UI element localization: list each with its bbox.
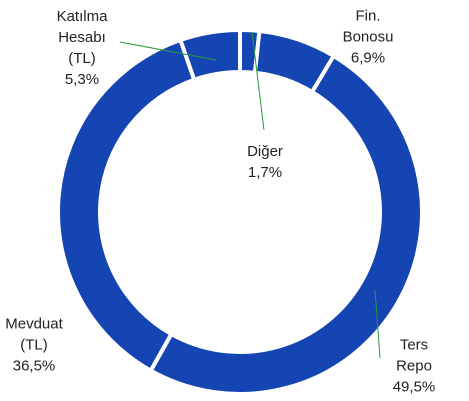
- slice-label: Katılma Hesabı (TL) 5,3%: [57, 6, 108, 90]
- category-label: Diğer: [247, 143, 283, 160]
- slice: [177, 27, 242, 83]
- slice: [56, 37, 197, 374]
- slice-label: Diğer 1,7%: [247, 141, 283, 183]
- leader-line: [119, 41, 217, 61]
- slice-label: Ters Repo 49,5%: [387, 335, 442, 398]
- value-label: 49,5%: [392, 378, 436, 396]
- slice: [148, 53, 425, 396]
- value-label: 1,7%: [247, 164, 283, 181]
- slice-label: Mevduat (TL) 36,5%: [5, 314, 63, 377]
- category-label: Fin. Bonosu: [342, 7, 394, 46]
- value-label: 6,9%: [350, 49, 386, 67]
- category-label: Mevduat (TL): [5, 315, 63, 354]
- value-label: 36,5%: [12, 357, 56, 375]
- leader-line: [374, 289, 381, 359]
- category-label: Ters Repo: [396, 336, 432, 375]
- category-label: Katılma Hesabı (TL): [56, 8, 108, 67]
- value-label: 5,3%: [64, 71, 100, 88]
- slice-label: Fin. Bonosu 6,9%: [343, 6, 394, 69]
- slices: [56, 27, 425, 396]
- leader-line: [251, 31, 265, 131]
